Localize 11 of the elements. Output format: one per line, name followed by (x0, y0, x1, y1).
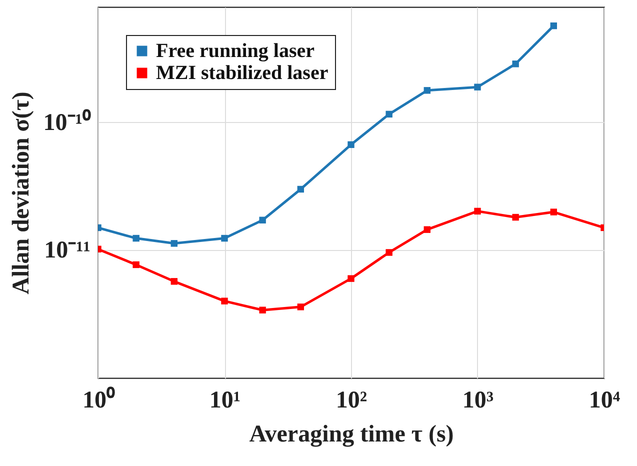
x-axis-title: Averaging time τ (s) (249, 422, 454, 448)
y-axis-title: Allan deviation σ(τ) (8, 92, 34, 294)
x-tick-label: 10¹ (209, 388, 241, 414)
x-tick-label: 10³ (462, 388, 494, 414)
x-tick-label: 10⁴ (588, 388, 620, 414)
x-tick-label: 10⁰ (82, 386, 116, 414)
y-tick-label: 10⁻¹⁰ (43, 108, 92, 136)
legend-label: MZI stabilized laser (156, 62, 328, 84)
legend-label: Free running laser (156, 40, 315, 62)
y-tick-label: 10⁻¹¹ (44, 238, 90, 264)
x-tick-label: 10² (336, 388, 368, 414)
